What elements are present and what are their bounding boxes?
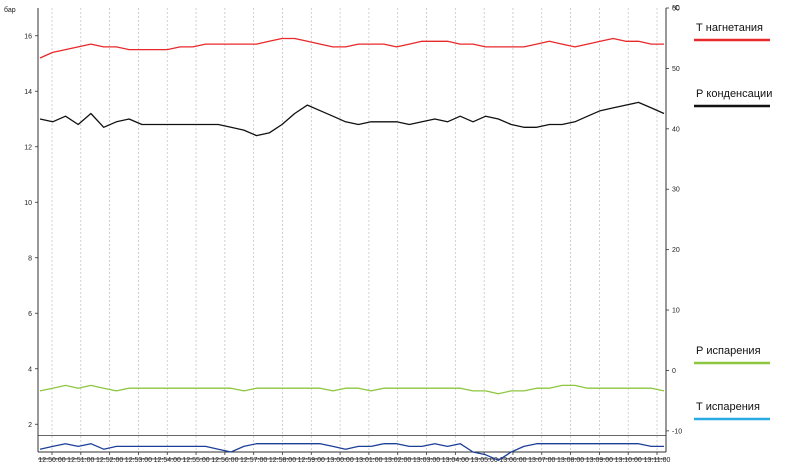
x-tick-label: 12:57:00 xyxy=(240,457,267,464)
left-tick-label: 14 xyxy=(24,89,32,96)
x-tick-label: 12:59:00 xyxy=(298,457,325,464)
x-tick-label: 12:58:00 xyxy=(269,457,296,464)
x-tick-label: 12:53:00 xyxy=(125,457,152,464)
right-tick-label: 40 xyxy=(672,126,680,133)
x-tick-label: 13:07:00 xyxy=(528,457,555,464)
left-tick-label: 2 xyxy=(28,422,32,429)
left-tick-label: 10 xyxy=(24,200,32,207)
x-tick-label: 13:01:00 xyxy=(355,457,382,464)
x-tick-label: 12:50:00 xyxy=(38,457,65,464)
legend-label: Т испарения xyxy=(696,401,760,413)
left-tick-label: 4 xyxy=(28,366,32,373)
x-tick-label: 13:04:00 xyxy=(442,457,469,464)
x-tick-label: 12:54:00 xyxy=(154,457,181,464)
left-tick-label: 16 xyxy=(24,33,32,40)
right-tick-label: 20 xyxy=(672,247,680,254)
x-tick-label: 13:02:00 xyxy=(384,457,411,464)
series-line xyxy=(39,101,665,137)
x-tick-label: 13:10:00 xyxy=(615,457,642,464)
left-tick-label: 8 xyxy=(28,255,32,262)
right-tick-label: 10 xyxy=(672,308,680,315)
x-tick-label: 13:00:00 xyxy=(326,457,353,464)
x-tick-label: 12:51:00 xyxy=(67,457,94,464)
x-tick-label: 12:56:00 xyxy=(211,457,238,464)
series-line xyxy=(39,384,665,395)
x-tick-label: 13:03:00 xyxy=(413,457,440,464)
right-tick-label: 30 xyxy=(672,187,680,194)
legend-label: Т нагнетания xyxy=(696,22,763,34)
right-tick-label: 60 xyxy=(672,6,680,13)
right-axis-unit: °C xyxy=(672,4,680,12)
legend-label: Р испарения xyxy=(696,345,761,357)
x-tick-label: 13:11:00 xyxy=(644,457,671,464)
x-tick-label: 13:09:00 xyxy=(586,457,613,464)
x-tick-label: 12:52:00 xyxy=(96,457,123,464)
legend-label: Р конденсации xyxy=(696,88,772,100)
series-line xyxy=(39,37,664,59)
left-tick-label: 6 xyxy=(28,311,32,318)
left-tick-label: 12 xyxy=(24,144,32,151)
x-tick-label: 13:06:00 xyxy=(499,457,526,464)
series-line xyxy=(39,443,664,461)
right-tick-label: 50 xyxy=(672,66,680,73)
right-tick-label: -10 xyxy=(672,428,682,435)
x-tick-label: 12:55:00 xyxy=(182,457,209,464)
right-tick-label: 0 xyxy=(672,368,676,375)
x-tick-label: 13:08:00 xyxy=(557,457,584,464)
left-axis-unit: бар xyxy=(4,6,16,14)
x-tick-label: 13:05:00 xyxy=(471,457,498,464)
